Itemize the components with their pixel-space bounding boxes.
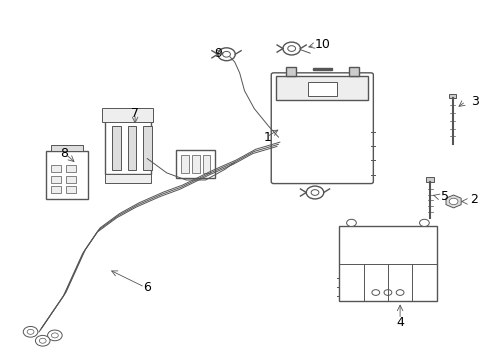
Bar xyxy=(51,165,61,172)
Bar xyxy=(104,174,151,183)
Bar xyxy=(448,94,456,98)
Bar xyxy=(66,186,75,193)
Circle shape xyxy=(287,46,295,51)
Text: 3: 3 xyxy=(469,95,477,108)
Text: 2: 2 xyxy=(469,193,477,206)
Circle shape xyxy=(27,329,34,334)
Bar xyxy=(46,150,87,199)
Bar xyxy=(176,150,215,178)
Text: 9: 9 xyxy=(213,47,221,60)
Bar xyxy=(102,108,153,122)
Circle shape xyxy=(419,219,428,226)
Bar xyxy=(339,226,436,301)
Circle shape xyxy=(346,219,356,226)
Bar xyxy=(426,177,433,182)
Text: 7: 7 xyxy=(131,107,139,120)
Text: 8: 8 xyxy=(61,147,68,160)
Circle shape xyxy=(23,327,38,337)
Bar xyxy=(192,155,200,173)
Circle shape xyxy=(51,333,58,338)
Bar xyxy=(51,186,61,193)
Bar xyxy=(127,126,136,170)
Bar xyxy=(112,126,121,170)
Circle shape xyxy=(383,290,391,296)
Text: 4: 4 xyxy=(395,316,403,329)
Circle shape xyxy=(371,290,379,296)
Bar xyxy=(143,126,152,170)
FancyArrow shape xyxy=(312,68,331,70)
Bar xyxy=(307,82,336,96)
Circle shape xyxy=(305,186,323,199)
Bar xyxy=(66,176,75,183)
Bar xyxy=(181,155,189,173)
Text: 5: 5 xyxy=(441,190,448,203)
Text: 6: 6 xyxy=(143,281,151,294)
FancyBboxPatch shape xyxy=(271,73,372,184)
Bar xyxy=(104,111,151,174)
Bar xyxy=(51,145,82,150)
Circle shape xyxy=(283,42,300,55)
Circle shape xyxy=(35,336,50,346)
Bar xyxy=(285,67,295,76)
Text: 1: 1 xyxy=(263,131,271,144)
Text: 10: 10 xyxy=(314,38,330,51)
Circle shape xyxy=(217,48,235,61)
Bar xyxy=(276,76,368,100)
Circle shape xyxy=(448,198,457,204)
Bar xyxy=(51,176,61,183)
Circle shape xyxy=(222,51,230,57)
Bar xyxy=(348,67,358,76)
Circle shape xyxy=(39,338,46,343)
Bar xyxy=(202,155,210,173)
Circle shape xyxy=(47,330,62,341)
Bar xyxy=(66,165,75,172)
Circle shape xyxy=(310,190,318,195)
Circle shape xyxy=(395,290,403,296)
